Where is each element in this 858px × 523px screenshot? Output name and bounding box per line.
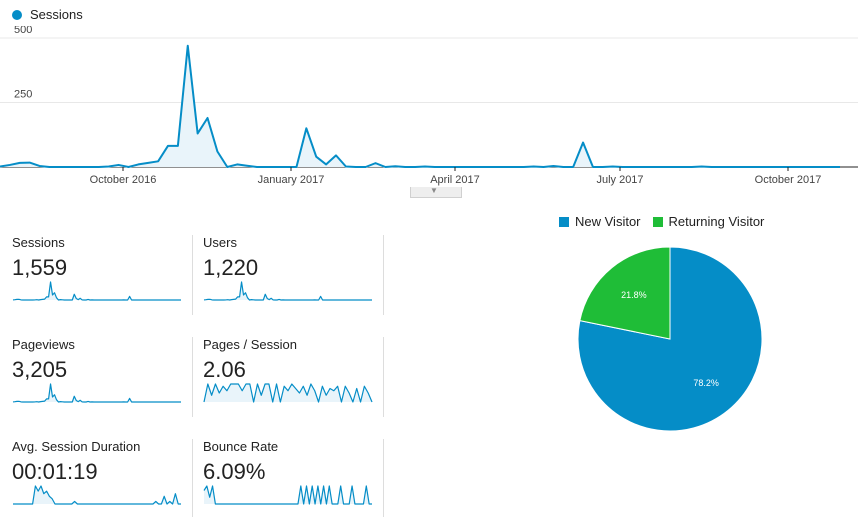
pages-per-session-sparkline: [203, 383, 373, 403]
metric-label: Pageviews: [12, 337, 75, 352]
sessions-sparkline: [12, 281, 181, 301]
sparkline-area: [13, 384, 181, 402]
metric-divider: [192, 337, 193, 417]
sparkline-line: [203, 281, 372, 301]
sparkline-area: [13, 282, 181, 300]
metric-value: 00:01:19: [12, 459, 98, 484]
metric-divider: [383, 439, 384, 517]
legend-new-visitor-label: New Visitor: [575, 214, 641, 229]
metric-label: Avg. Session Duration: [12, 439, 141, 454]
sparkline-area: [13, 486, 181, 504]
x-tick-label: January 2017: [258, 174, 325, 186]
pie-legend: New Visitor Returning Visitor: [559, 214, 776, 229]
returning-visitor-slice: [579, 246, 671, 340]
metric-label: Sessions: [12, 235, 65, 250]
metric-divider: [383, 235, 384, 315]
chevron-down-icon: ▼: [430, 186, 438, 195]
metric-avg-session-duration[interactable]: Avg. Session Duration 00:01:19: [12, 439, 184, 523]
sparkline-area: [204, 282, 372, 300]
visitor-type-pie[interactable]: 78.2% 21.8%: [577, 246, 763, 432]
metric-value: 2.06: [203, 357, 246, 382]
pageviews-sparkline: [12, 383, 181, 403]
returning-visitor-percent-label: 21.8%: [621, 290, 647, 300]
sparkline-line: [203, 383, 373, 403]
x-tick-label: October 2017: [755, 174, 822, 186]
metric-label: Bounce Rate: [203, 439, 279, 454]
avg-session-duration-sparkline: [13, 485, 181, 505]
chart-collapse-handle[interactable]: ▼: [410, 186, 462, 198]
sessions-line: [0, 44, 840, 168]
sessions-legend-label: Sessions: [30, 7, 83, 22]
metric-label: Pages / Session: [203, 337, 297, 352]
metric-value: 1,220: [203, 255, 259, 280]
sparkline-line: [12, 383, 181, 403]
metric-divider: [192, 439, 193, 517]
metric-pages-per-session[interactable]: Pages / Session 2.06: [203, 337, 375, 421]
metric-value: 3,205: [12, 357, 68, 382]
x-tick-label: April 2017: [430, 174, 480, 186]
metric-value: 6.09%: [203, 459, 266, 484]
users-sparkline: [203, 281, 372, 301]
sessions-area: [0, 45, 840, 167]
sessions-chart[interactable]: 500 250 October 2016 January 2017 April 2017…: [0, 26, 858, 190]
sparkline-line: [12, 281, 181, 301]
x-tick-label: October 2016: [90, 174, 157, 186]
metric-sessions[interactable]: Sessions 1,559: [12, 235, 184, 319]
x-tick-label: July 2017: [596, 174, 643, 186]
metric-divider: [192, 235, 193, 315]
bounce-rate-sparkline: [203, 485, 372, 505]
new-visitor-swatch: [559, 216, 569, 227]
returning-visitor-swatch: [652, 216, 663, 227]
metric-label: Users: [203, 235, 237, 250]
legend-returning-visitor-label: Returning Visitor: [668, 214, 765, 229]
metric-divider: [383, 337, 384, 417]
metric-users[interactable]: Users 1,220: [203, 235, 375, 319]
y-tick-label: 500: [14, 26, 32, 36]
metric-pageviews[interactable]: Pageviews 3,205: [12, 337, 184, 421]
metric-bounce-rate[interactable]: Bounce Rate 6.09%: [203, 439, 375, 523]
sessions-legend[interactable]: Sessions: [12, 7, 83, 22]
sparkline-area: [204, 486, 372, 504]
legend-new-visitor[interactable]: New Visitor: [559, 214, 641, 229]
legend-returning-visitor[interactable]: Returning Visitor: [652, 214, 765, 229]
sparkline-line: [13, 485, 181, 505]
metric-value: 1,559: [12, 255, 68, 280]
new-visitor-percent-label: 78.2%: [693, 378, 719, 388]
y-tick-label: 250: [14, 89, 32, 101]
sessions-legend-dot: [12, 9, 22, 20]
sparkline-line: [203, 485, 372, 505]
